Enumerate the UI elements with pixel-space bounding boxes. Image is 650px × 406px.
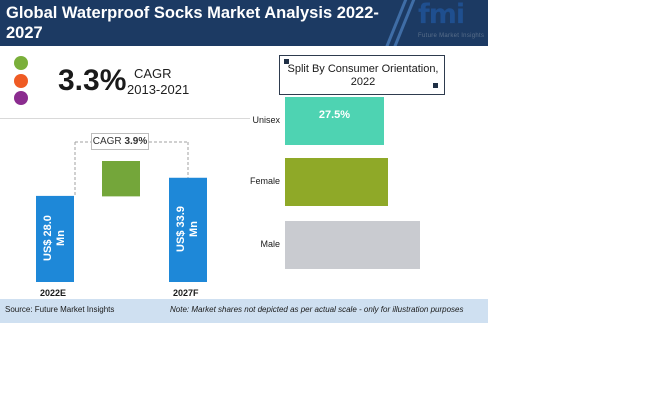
corner-square-icon [284,59,289,64]
bar-value-label: US$ 28.0 Mn [42,215,67,261]
bar-value-label: US$ 33.9 Mn [175,205,200,252]
purple-dot-icon [14,91,28,105]
cagr-period: 2013-2021 [127,82,190,97]
consumer-orientation-chart: Unisex 27.5% Female Male [235,92,485,282]
cagr-annotation: CAGR 3.9% [91,133,149,150]
footer: Source: Future Market Insights Note: Mar… [0,299,488,323]
corner-square-icon [433,83,438,88]
bar-2022E [36,195,74,282]
hbar-value-label: 27.5% [318,109,351,121]
hbar-male [285,221,420,269]
cagr-annotation-value: 3.9% [124,136,148,147]
hbar-category-label: Unisex [252,115,280,125]
source-text: Source: Future Market Insights [5,305,115,314]
header-banner: Global Waterproof Socks Market Analysis … [0,0,488,46]
logo-text: fmi [418,0,465,30]
bar-increment [102,161,140,197]
bar-category-label: 2022E [40,288,67,298]
split-title-box: Split By Consumer Orientation, 2022 [279,55,445,95]
page-title: Global Waterproof Socks Market Analysis … [6,4,379,42]
fmi-logo: fmi Future Market Insights [410,0,488,46]
green-dot-icon [14,56,28,70]
hbar-category-label: Female [249,176,280,186]
cagr-annotation-label: CAGR [92,136,122,147]
cagr-label: CAGR [134,66,172,81]
bar-category-label: 2027F [173,288,199,298]
cagr-value: 3.3% [58,64,127,97]
hbar-category-label: Male [260,239,280,249]
orange-dot-icon [14,74,28,88]
hbar-female [285,158,388,206]
market-size-chart: CAGR 3.9% US$ 28.0 Mn 2022E US$ 33.9 Mn 202… [0,120,250,298]
logo-subtext: Future Market Insights [418,33,485,39]
market-size-svg [36,141,207,282]
note-text: Note: Market shares not depicted as per … [170,305,464,314]
hbar-unisex [285,97,384,145]
split-chart-title: Split By Consumer Orientation, 2022 [287,63,439,88]
bar-2027F [169,177,207,282]
section-divider [0,118,250,119]
